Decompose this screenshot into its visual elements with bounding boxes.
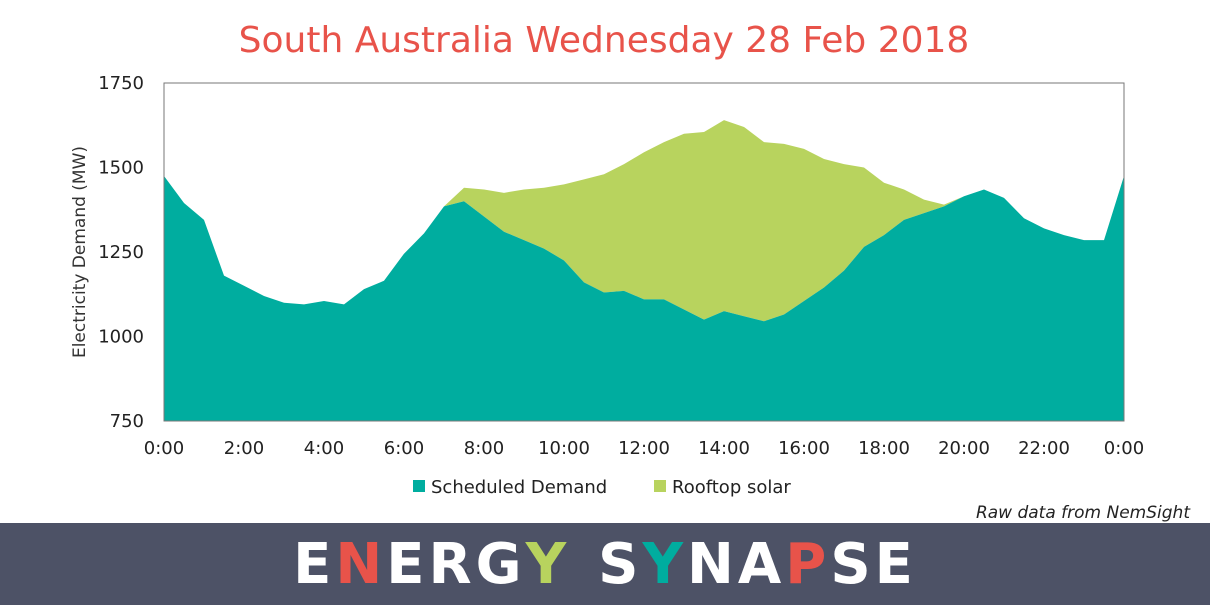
scheduled-demand-area bbox=[164, 175, 1124, 421]
brand-letter: S bbox=[830, 531, 875, 597]
brand-letter: E bbox=[386, 531, 429, 597]
plot-area: 750 1000 1250 1500 1750 0:00 2:00 4:00 6:00 8:00 1… bbox=[98, 73, 1144, 459]
legend-swatch bbox=[413, 480, 425, 492]
brand-letter: Y bbox=[642, 531, 688, 597]
y-tick-label: 1750 bbox=[98, 73, 144, 94]
y-axis-label: Electricity Demand (MW) bbox=[70, 146, 90, 358]
x-tick-label: 14:00 bbox=[698, 438, 750, 459]
x-tick-label: 0:00 bbox=[1104, 438, 1144, 459]
x-tick-label: 22:00 bbox=[1018, 438, 1070, 459]
y-tick-label: 1500 bbox=[98, 158, 144, 179]
y-tick-label: 750 bbox=[110, 411, 144, 432]
brand-letter: R bbox=[428, 531, 476, 597]
plot-border bbox=[163, 82, 1125, 422]
x-tick-label: 12:00 bbox=[618, 438, 670, 459]
brand-letter: P bbox=[785, 531, 831, 597]
x-tick-label: 20:00 bbox=[938, 438, 990, 459]
x-tick-label: 0:00 bbox=[144, 438, 184, 459]
brand-letter: Y bbox=[525, 531, 571, 597]
source-note: Raw data from NemSight bbox=[976, 503, 1191, 523]
brand-letter: S bbox=[598, 531, 643, 597]
x-tick-label: 8:00 bbox=[464, 438, 504, 459]
brand-letter: A bbox=[737, 531, 786, 597]
brand-letter: N bbox=[335, 531, 387, 597]
brand-letter: G bbox=[475, 531, 526, 597]
x-tick-label: 16:00 bbox=[778, 438, 830, 459]
legend-label: Scheduled Demand bbox=[431, 477, 607, 498]
x-tick-label: 10:00 bbox=[538, 438, 590, 459]
x-tick-label: 2:00 bbox=[224, 438, 264, 459]
y-tick-label: 1000 bbox=[98, 327, 144, 348]
legend-label: Rooftop solar bbox=[672, 477, 791, 498]
brand-letter: E bbox=[874, 531, 917, 597]
x-tick-label: 4:00 bbox=[304, 438, 344, 459]
chart: South Australia Wednesday 28 Feb 2018 El… bbox=[70, 20, 1191, 523]
brand-letter: E bbox=[293, 531, 336, 597]
chart-title: South Australia Wednesday 28 Feb 2018 bbox=[239, 20, 970, 61]
brand-letter: N bbox=[687, 531, 738, 597]
x-tick-label: 18:00 bbox=[858, 438, 910, 459]
y-tick-label: 1250 bbox=[98, 242, 144, 263]
rooftop-solar-area bbox=[164, 120, 1124, 322]
legend: Scheduled Demand Rooftop solar bbox=[413, 477, 791, 498]
legend-swatch bbox=[654, 480, 666, 492]
x-tick-label: 6:00 bbox=[384, 438, 424, 459]
